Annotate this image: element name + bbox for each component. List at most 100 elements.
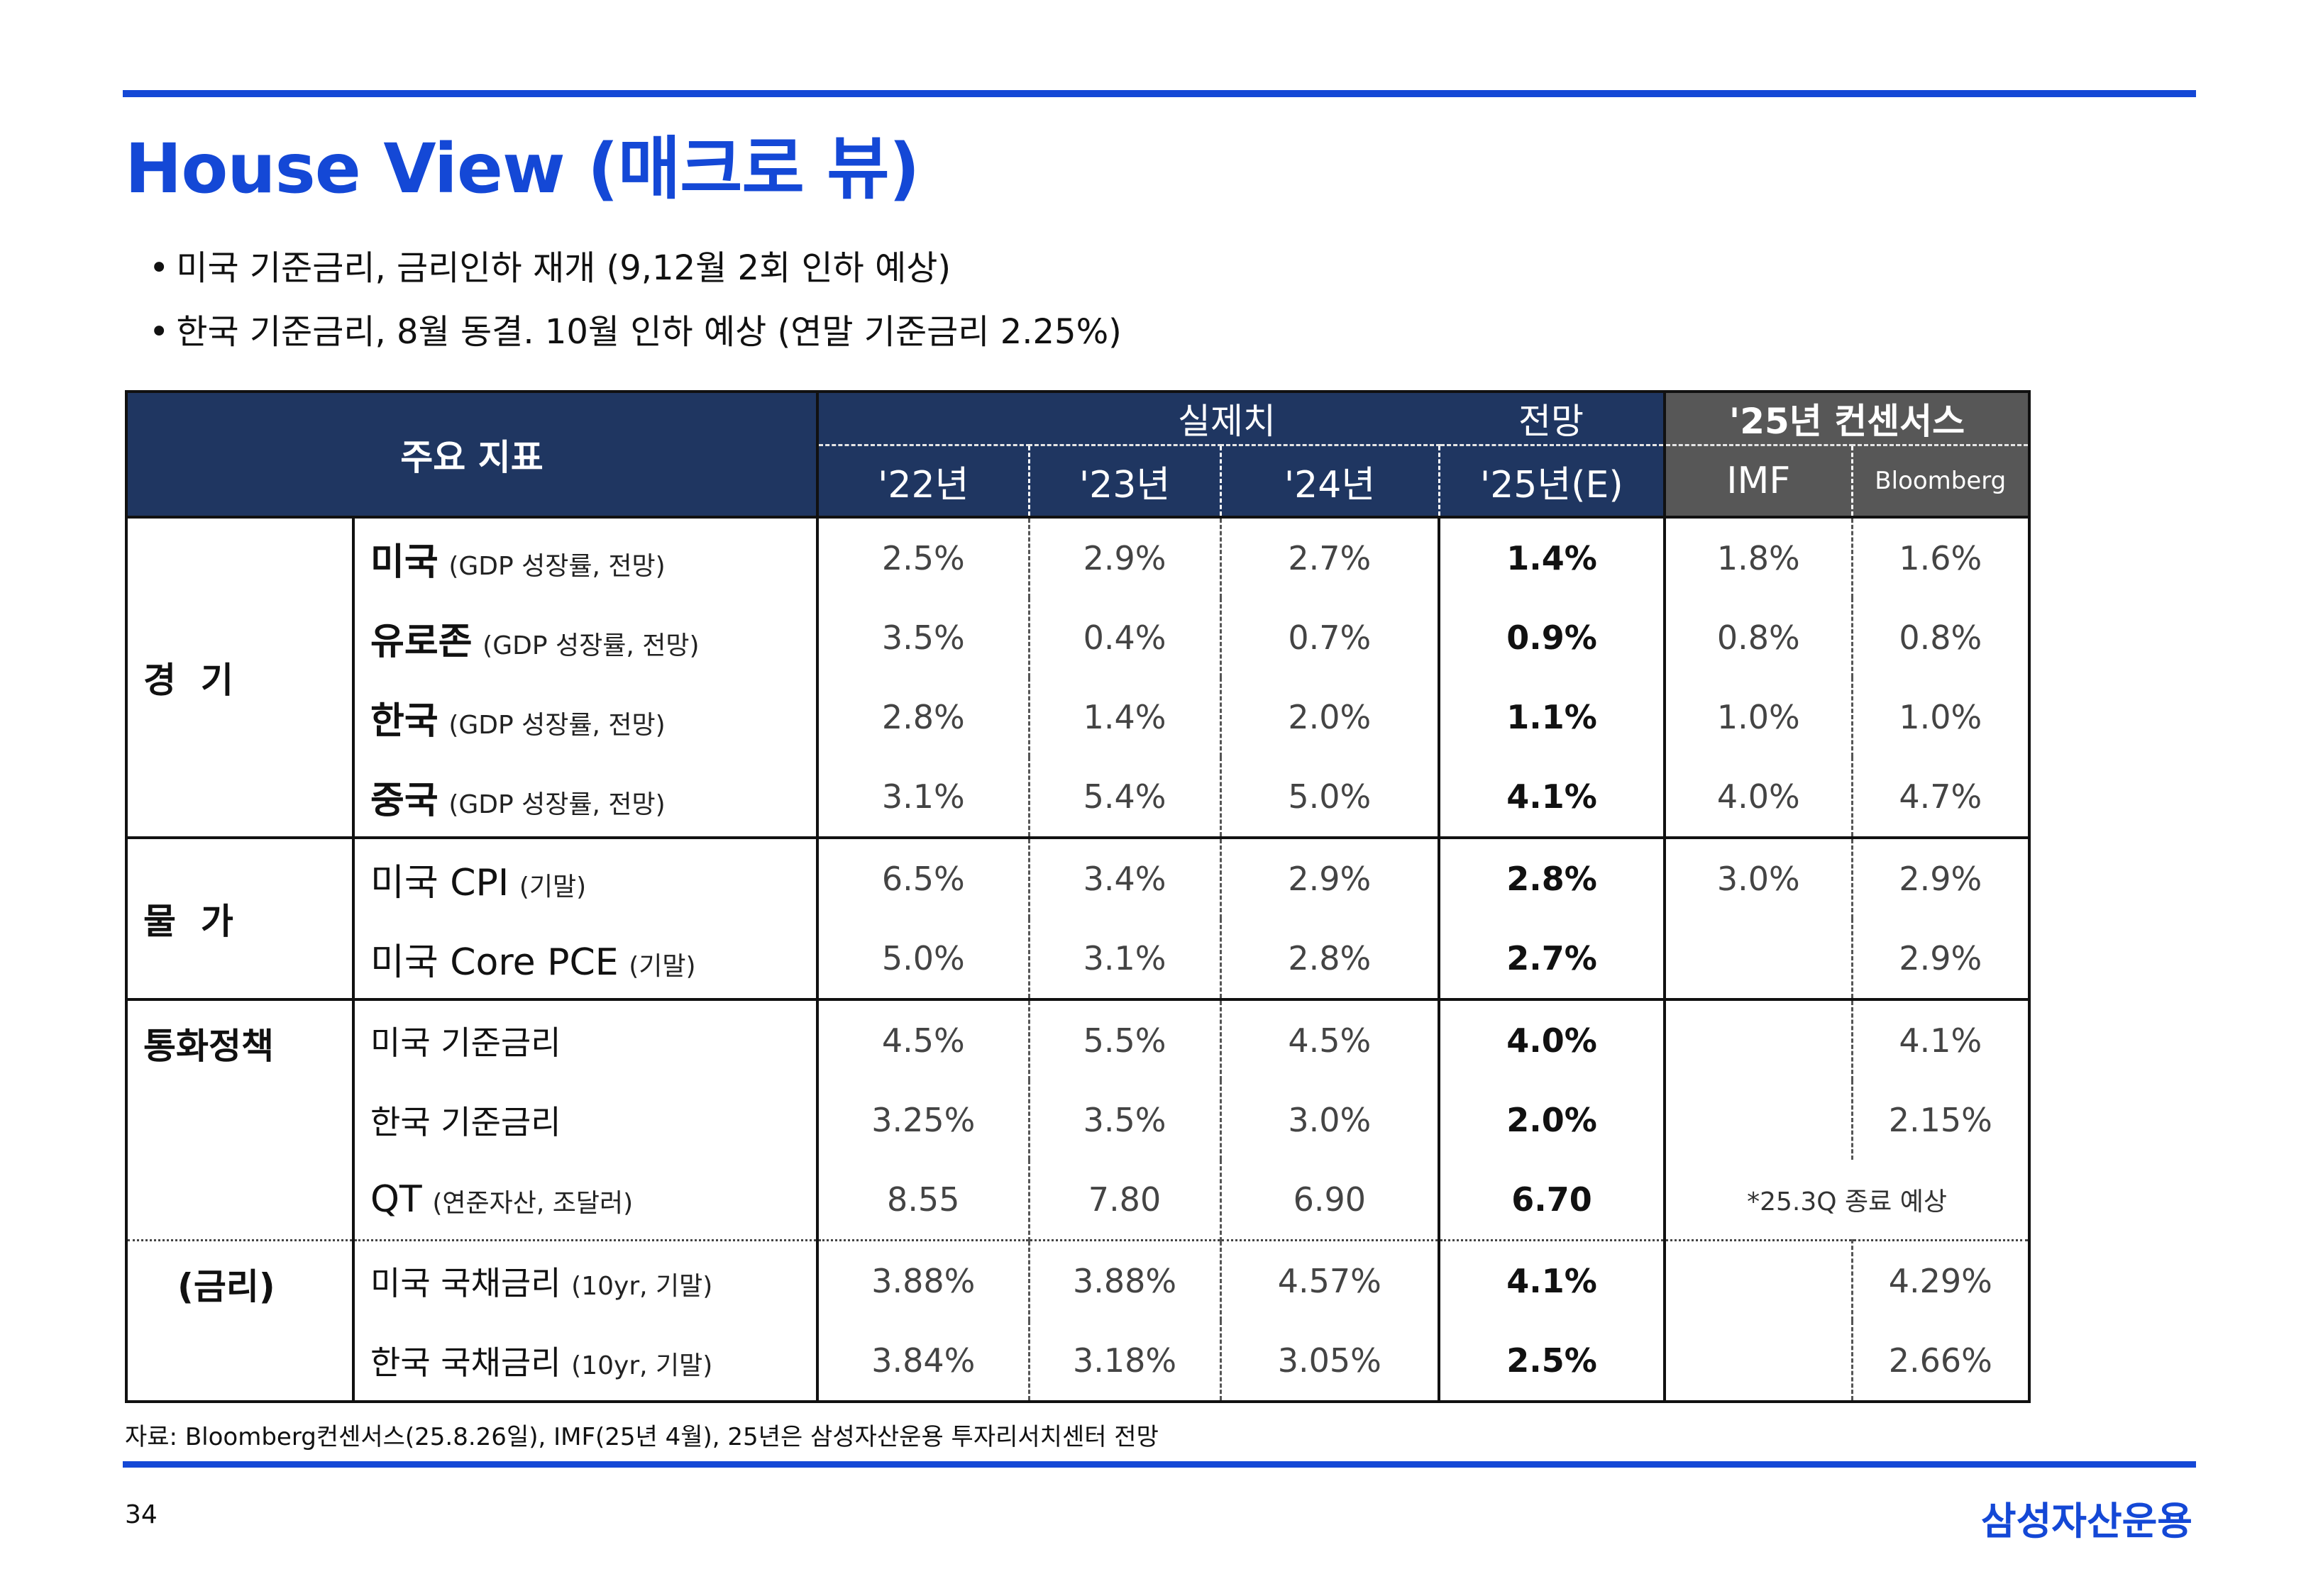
header-year-2024: '24년 — [1220, 445, 1440, 517]
indicator-korea-gdp: 한국 (GDP 성장률, 전망) — [353, 677, 820, 757]
source-note: 자료: Bloomberg컨센서스(25.8.26일), IMF(25년 4월)… — [125, 1423, 1159, 1451]
bloomberg-cell: 4.1% — [1852, 998, 2031, 1080]
bloomberg-cell: 1.6% — [1852, 516, 2031, 598]
value-cell: 3.84% — [817, 1321, 1030, 1403]
indicator-china-gdp: 중국 (GDP 성장률, 전망) — [353, 757, 820, 838]
imf-cell: 0.8% — [1665, 598, 1853, 677]
value-cell: 3.1% — [1029, 919, 1222, 999]
value-cell: 4.57% — [1220, 1239, 1441, 1321]
forecast-cell: 1.1% — [1439, 677, 1667, 757]
header-indicator-label: 주요 지표 — [124, 390, 820, 519]
value-cell: 3.88% — [1029, 1239, 1222, 1321]
bloomberg-cell: 4.29% — [1852, 1239, 2031, 1321]
value-cell: 4.5% — [817, 998, 1030, 1080]
page-title: House View (매크로 뷰) — [125, 129, 920, 209]
forecast-cell: 2.7% — [1439, 919, 1667, 999]
value-cell: 2.7% — [1220, 516, 1441, 598]
bloomberg-cell: 1.0% — [1852, 677, 2031, 757]
value-cell: 2.8% — [1220, 919, 1441, 999]
forecast-cell: 6.70 — [1439, 1160, 1667, 1241]
value-cell: 8.55 — [817, 1160, 1030, 1241]
forecast-cell: 4.1% — [1439, 757, 1667, 838]
value-cell: 4.5% — [1220, 998, 1441, 1080]
value-cell: 3.0% — [1220, 1080, 1441, 1160]
bloomberg-cell: 2.15% — [1852, 1080, 2031, 1160]
bullet-text: 미국 기준금리, 금리인하 재개 (9,12월 2회 인하 예상) — [176, 248, 951, 288]
forecast-cell: 2.5% — [1439, 1321, 1667, 1403]
indicator-us-cpi: 미국 CPI (기말) — [353, 836, 820, 919]
category-growth: 경 기 — [125, 516, 355, 838]
top-accent-line — [123, 90, 2196, 97]
bullet-item: • 한국 기준금리, 8월 동결. 10월 인하 예상 (연말 기준금리 2.25… — [149, 304, 1122, 353]
value-cell: 6.90 — [1220, 1160, 1441, 1241]
bullet-text: 한국 기준금리, 8월 동결. 10월 인하 예상 (연말 기준금리 2.25%… — [176, 312, 1122, 352]
forecast-cell: 2.0% — [1439, 1080, 1667, 1160]
forecast-cell: 4.1% — [1439, 1239, 1667, 1321]
indicator-us-core-pce: 미국 Core PCE (기말) — [353, 919, 820, 999]
bottom-accent-line — [123, 1461, 2196, 1468]
category-monetary: 통화정책 — [125, 998, 355, 1241]
bloomberg-cell: 4.7% — [1852, 757, 2031, 838]
category-rates: (금리) — [125, 1239, 355, 1403]
header-source-bloomberg: Bloomberg — [1852, 445, 2031, 517]
value-cell: 2.8% — [817, 677, 1030, 757]
value-cell: 0.4% — [1029, 598, 1222, 677]
value-cell: 3.25% — [817, 1080, 1030, 1160]
indicator-korea-policy-rate: 한국 기준금리 — [353, 1080, 820, 1160]
imf-cell — [1665, 919, 1853, 999]
macro-table: 주요 지표 실제치 전망 '25년 컨센서스 '22년 '23년 '24년 '2… — [124, 390, 2031, 1403]
forecast-cell: 0.9% — [1439, 598, 1667, 677]
value-cell: 3.1% — [817, 757, 1030, 838]
indicator-eurozone-gdp: 유로존 (GDP 성장률, 전망) — [353, 598, 820, 677]
value-cell: 3.4% — [1029, 836, 1222, 919]
bullet-dot: • — [149, 312, 170, 352]
imf-cell: 4.0% — [1665, 757, 1853, 838]
header-consensus-group: '25년 컨센서스 — [1665, 390, 2031, 446]
brand-logo: 삼성자산운용 — [1980, 1499, 2192, 1544]
indicator-us-policy-rate: 미국 기준금리 — [353, 998, 820, 1080]
header-source-imf: IMF — [1665, 445, 1853, 517]
bullet-item: • 미국 기준금리, 금리인하 재개 (9,12월 2회 인하 예상) — [149, 240, 951, 289]
bloomberg-cell: 0.8% — [1852, 598, 2031, 677]
header-forecast-group: 전망 — [1439, 390, 1667, 446]
value-cell: 3.5% — [817, 598, 1030, 677]
value-cell: 1.4% — [1029, 677, 1222, 757]
value-cell: 2.9% — [1029, 516, 1222, 598]
imf-cell: 1.0% — [1665, 677, 1853, 757]
indicator-us-gdp: 미국 (GDP 성장률, 전망) — [353, 516, 820, 598]
imf-cell — [1665, 1321, 1853, 1403]
indicator-qt: QT (연준자산, 조달러) — [353, 1160, 820, 1241]
value-cell: 2.9% — [1220, 836, 1441, 919]
value-cell: 5.4% — [1029, 757, 1222, 838]
imf-cell — [1665, 1239, 1853, 1321]
bullet-dot: • — [149, 248, 170, 288]
page-number: 34 — [125, 1500, 158, 1529]
value-cell: 2.0% — [1220, 677, 1441, 757]
value-cell: 2.5% — [817, 516, 1030, 598]
header-year-2025e: '25년(E) — [1439, 445, 1667, 517]
qt-note: *25.3Q 종료 예상 — [1665, 1160, 2031, 1241]
value-cell: 5.0% — [1220, 757, 1441, 838]
imf-cell: 3.0% — [1665, 836, 1853, 919]
value-cell: 7.80 — [1029, 1160, 1222, 1241]
value-cell: 6.5% — [817, 836, 1030, 919]
header-year-2023: '23년 — [1029, 445, 1222, 517]
value-cell: 0.7% — [1220, 598, 1441, 677]
category-prices: 물 가 — [125, 836, 355, 999]
value-cell: 3.05% — [1220, 1321, 1441, 1403]
value-cell: 3.5% — [1029, 1080, 1222, 1160]
imf-cell — [1665, 998, 1853, 1080]
indicator-us-10y: 미국 국채금리 (10yr, 기말) — [353, 1239, 820, 1321]
imf-cell: 1.8% — [1665, 516, 1853, 598]
bloomberg-cell: 2.9% — [1852, 836, 2031, 919]
bloomberg-cell: 2.9% — [1852, 919, 2031, 999]
bloomberg-cell: 2.66% — [1852, 1321, 2031, 1403]
value-cell: 3.18% — [1029, 1321, 1222, 1403]
header-actual-group: 실제치 — [817, 390, 1440, 446]
value-cell: 5.5% — [1029, 998, 1222, 1080]
forecast-cell: 4.0% — [1439, 998, 1667, 1080]
value-cell: 5.0% — [817, 919, 1030, 999]
forecast-cell: 2.8% — [1439, 836, 1667, 919]
header-year-2022: '22년 — [817, 445, 1030, 517]
indicator-korea-10y: 한국 국채금리 (10yr, 기말) — [353, 1321, 820, 1403]
